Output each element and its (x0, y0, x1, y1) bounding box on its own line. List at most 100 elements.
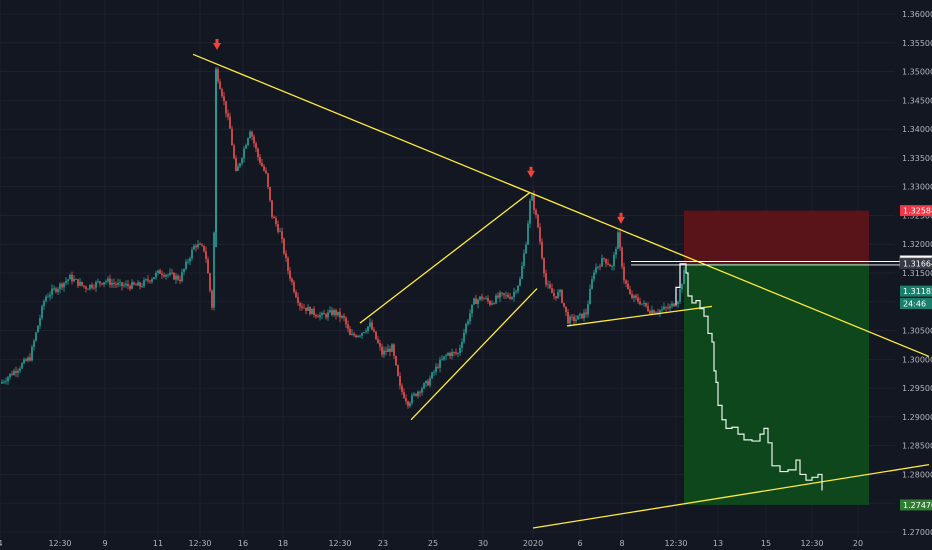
candle (555, 296, 557, 301)
candle-body (321, 313, 323, 315)
candle (431, 371, 433, 380)
candle-body (173, 272, 175, 280)
candle-body (501, 292, 503, 294)
candle-body (91, 284, 93, 288)
candle-body (541, 241, 543, 259)
candle (683, 266, 685, 285)
candle-body (231, 128, 233, 146)
candle (467, 319, 469, 326)
candle (333, 308, 335, 317)
candle-body (493, 303, 495, 305)
candle-body (667, 307, 669, 309)
candle (21, 362, 23, 370)
candle (453, 351, 455, 357)
candle-body (251, 131, 253, 137)
candle (521, 261, 523, 280)
candle-body (269, 187, 271, 201)
candle (439, 356, 441, 373)
candle-body (651, 310, 653, 314)
candle (617, 230, 619, 249)
candle-body (143, 280, 145, 287)
candle (131, 279, 133, 290)
candle-body (75, 279, 77, 280)
candle (417, 390, 419, 399)
candle (181, 268, 183, 283)
candle-body (319, 314, 321, 318)
candle (585, 308, 587, 318)
candle (63, 282, 65, 292)
candle-body (11, 373, 13, 375)
x-tick-label: 20 (853, 539, 863, 548)
candle-body (117, 282, 119, 285)
candle-body (599, 266, 601, 268)
candle-body (127, 283, 129, 287)
candle-body (553, 293, 555, 297)
stop-loss-zone (684, 210, 869, 264)
candle (549, 280, 551, 290)
candle-body (375, 331, 377, 340)
candle (619, 228, 621, 251)
candle (553, 288, 555, 300)
candle (231, 125, 233, 146)
y-tick-label: 1.33000 (902, 183, 932, 192)
y-tick-label: 1.31500 (902, 269, 932, 278)
candle (27, 355, 29, 363)
candle-body (679, 289, 681, 302)
x-tick-label: 4 (0, 539, 3, 548)
candle (155, 270, 157, 280)
y-tick-label: 1.34000 (902, 125, 932, 134)
candle-body (229, 116, 231, 129)
candle (507, 292, 509, 299)
candle-body (389, 348, 391, 352)
candle-body (625, 280, 627, 284)
candle (283, 237, 285, 256)
candle-body (669, 306, 671, 309)
candle-body (163, 275, 165, 277)
candle-body (535, 209, 537, 215)
candle-body (245, 145, 247, 149)
price-badge-label: 1.31664 (903, 260, 932, 269)
candle (405, 394, 407, 405)
candle-body (459, 347, 461, 354)
candle-body (51, 288, 53, 295)
candle-body (313, 308, 315, 315)
candle (111, 278, 113, 288)
candle (331, 307, 333, 317)
candle (73, 275, 75, 283)
candle (171, 268, 173, 275)
candle-body (615, 248, 617, 255)
candle-body (359, 335, 361, 337)
candle-body (403, 391, 405, 399)
candle (475, 294, 477, 305)
candle-body (213, 232, 215, 308)
candle-body (85, 286, 87, 289)
peak-arrow-icon (527, 170, 535, 178)
candle (481, 293, 483, 302)
candle (347, 320, 349, 333)
candle (351, 329, 353, 336)
candle-body (597, 266, 599, 268)
candle-body (683, 270, 685, 285)
candle (397, 364, 399, 377)
candle (19, 366, 21, 374)
price-badge-label: 24:46 (903, 300, 926, 309)
candle-body (511, 297, 513, 299)
candle-body (417, 391, 419, 396)
candle (297, 292, 299, 306)
candle-body (15, 371, 17, 373)
candle-body (31, 346, 33, 361)
candle-body (371, 322, 373, 330)
candle (379, 339, 381, 351)
candle-body (131, 282, 133, 289)
candle-body (305, 307, 307, 311)
candle-body (291, 278, 293, 283)
candle-body (519, 278, 521, 286)
candle-body (307, 307, 309, 311)
candle (117, 278, 119, 288)
candle (25, 357, 27, 362)
candle (199, 242, 201, 245)
candle (61, 282, 63, 290)
candle-body (343, 315, 345, 318)
y-tick-label: 1.29000 (902, 413, 932, 422)
